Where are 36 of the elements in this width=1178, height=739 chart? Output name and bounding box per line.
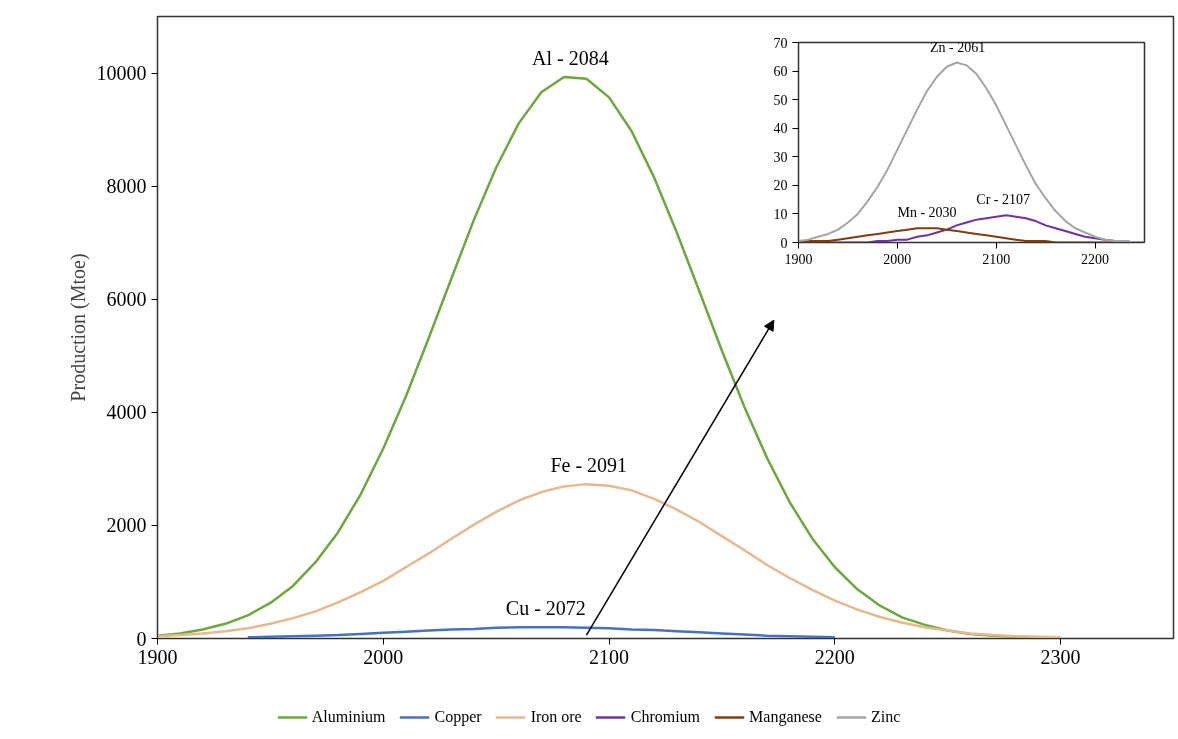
x-tick-label: 2100 [982, 251, 1011, 267]
x-tick-label: 2100 [589, 645, 630, 668]
legend-label: Iron ore [530, 708, 582, 726]
legend-label: Copper [434, 708, 482, 726]
y-tick-label: 50 [773, 92, 788, 108]
annotation: Cu - 2072 [505, 597, 586, 620]
y-tick-label: 2000 [106, 514, 147, 537]
x-tick-label: 2000 [363, 645, 404, 668]
y-tick-label: 10000 [96, 62, 147, 85]
line-series [246, 625, 837, 639]
legend-label: Zinc [870, 708, 901, 726]
annotation: Mn - 2030 [897, 205, 957, 221]
line-series [157, 482, 1062, 639]
annotation: Fe - 2091 [550, 454, 628, 477]
legend-label: Aluminium [311, 708, 386, 726]
annotation: Zn - 2061 [930, 39, 986, 55]
y-tick-label: 30 [773, 149, 788, 165]
y-axis-title: Production (Mtoe) [66, 253, 90, 402]
y-tick-label: 0 [780, 235, 788, 251]
x-tick-label: 2300 [1040, 645, 1081, 668]
y-tick-label: 20 [773, 178, 788, 194]
y-tick-label: 70 [773, 35, 788, 51]
legend-label: Chromium [630, 708, 701, 726]
x-tick-label: 1900 [784, 251, 813, 267]
x-tick-label: 2200 [1081, 251, 1110, 267]
y-tick-label: 40 [773, 121, 788, 137]
y-tick-label: 6000 [106, 288, 147, 311]
y-tick-label: 60 [773, 64, 788, 80]
x-tick-label: 2200 [814, 645, 855, 668]
y-tick-label: 10 [773, 206, 788, 222]
legend-label: Manganese [749, 708, 822, 726]
y-tick-label: 4000 [106, 401, 147, 424]
x-tick-label: 2000 [883, 251, 912, 267]
y-tick-label: 8000 [106, 175, 147, 198]
annotation: Al - 2084 [532, 47, 609, 69]
annotation: Cr - 2107 [976, 192, 1030, 208]
